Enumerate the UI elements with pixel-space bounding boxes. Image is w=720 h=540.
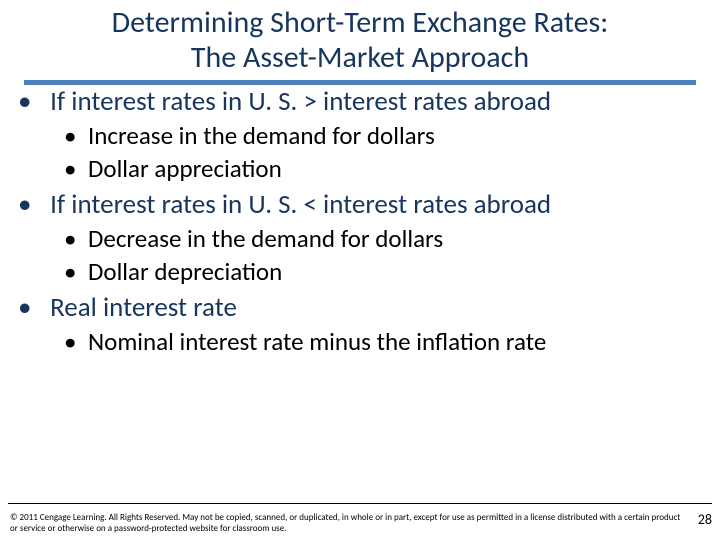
copyright-footer: © 2011 Cengage Learning. All Rights Rese… — [10, 512, 688, 535]
bullet-text: If interest rates in U. S. > interest ra… — [50, 85, 551, 118]
bullet-list: If interest rates in U. S. > interest ra… — [18, 85, 702, 357]
page-number: 28 — [698, 511, 712, 528]
content-area: If interest rates in U. S. > interest ra… — [0, 77, 720, 357]
bullet-text: Dollar depreciation — [88, 256, 282, 287]
sub-list: Nominal interest rate minus the inflatio… — [64, 326, 702, 357]
list-item: Nominal interest rate minus the inflatio… — [64, 326, 702, 357]
list-item: Decrease in the demand for dollars — [64, 223, 702, 254]
bullet-text: Increase in the demand for dollars — [88, 120, 435, 151]
slide-title: Determining Short-Term Exchange Rates: T… — [40, 6, 680, 77]
bullet-text: Nominal interest rate minus the inflatio… — [88, 326, 546, 357]
list-item: Dollar depreciation — [64, 256, 702, 287]
title-line-1: Determining Short-Term Exchange Rates: — [112, 4, 609, 41]
title-block: Determining Short-Term Exchange Rates: T… — [0, 0, 720, 77]
list-item: Dollar appreciation — [64, 153, 702, 184]
list-item: Increase in the demand for dollars — [64, 120, 702, 151]
footer-divider — [8, 503, 712, 504]
sub-list: Increase in the demand for dollars Dolla… — [64, 120, 702, 184]
list-item: Real interest rate Nominal interest rate… — [18, 291, 702, 357]
bullet-text: Dollar appreciation — [88, 153, 282, 184]
bullet-text: Decrease in the demand for dollars — [88, 223, 443, 254]
list-item: If interest rates in U. S. < interest ra… — [18, 188, 702, 287]
title-line-2: The Asset-Market Approach — [191, 39, 529, 76]
list-item: If interest rates in U. S. > interest ra… — [18, 85, 702, 184]
sub-list: Decrease in the demand for dollars Dolla… — [64, 223, 702, 287]
bullet-text: If interest rates in U. S. < interest ra… — [50, 188, 551, 221]
title-underline — [24, 80, 696, 85]
bullet-text: Real interest rate — [50, 291, 237, 324]
